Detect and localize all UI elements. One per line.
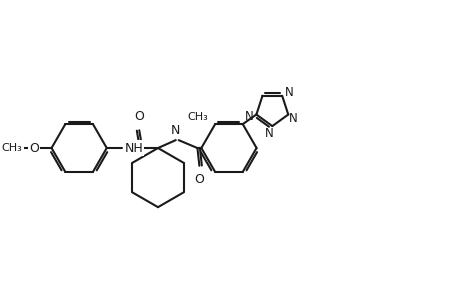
Text: N: N bbox=[288, 112, 297, 125]
Text: O: O bbox=[134, 110, 144, 123]
Text: N: N bbox=[171, 124, 180, 137]
Text: N: N bbox=[284, 86, 293, 99]
Text: NH: NH bbox=[124, 142, 143, 154]
Text: N: N bbox=[264, 128, 273, 140]
Text: N: N bbox=[245, 110, 253, 123]
Text: O: O bbox=[29, 142, 39, 154]
Text: CH₃: CH₃ bbox=[187, 112, 208, 122]
Text: O: O bbox=[194, 173, 204, 186]
Text: CH₃: CH₃ bbox=[2, 143, 22, 153]
